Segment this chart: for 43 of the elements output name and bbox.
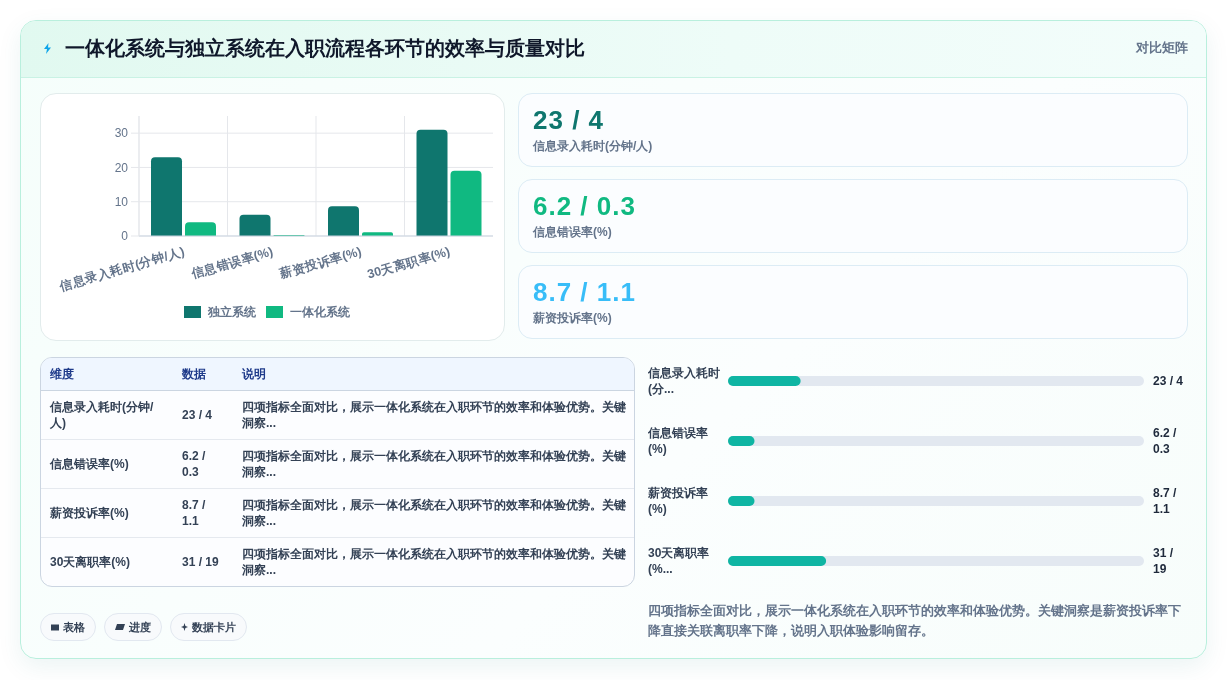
text: 四项指标全面对比，展示一体化系统在入职环节的效率和体验优势。关键洞察... — [242, 498, 626, 528]
text: 23 / 4 — [533, 105, 605, 135]
text: 四项指标全面对比，展示一体化系统在入职环节的效率和体验优势。关键洞察... — [242, 449, 626, 479]
text: 四项指标全面对比，展示一体化系统在入职环节的效率和体验优势。关键洞察是薪资投诉率下降直接关联离职率下降，说明入职体验影响留存。 — [648, 603, 1181, 638]
category-label: 30天离职率(%) — [50, 555, 131, 569]
text: 8.7 / 1.1 — [182, 498, 206, 528]
text: 数据卡片 — [192, 619, 236, 635]
chart-title: 一体化系统与独立系统在入职流程各环节的效率与质量对比 — [65, 35, 585, 61]
legend-label: 独立系统 — [207, 303, 256, 321]
y-tick-label: 薪资投诉率(%) — [648, 485, 709, 517]
y-tick-label: 10 — [114, 194, 129, 209]
text: 四项指标全面对比，展示一体化系统在入职环节的效率和体验优势。关键洞察... — [242, 400, 626, 430]
text: 8.7 / 1.1 — [533, 277, 636, 307]
y2-tick-label: 8.7 / 1.1 — [1153, 485, 1178, 517]
y2-tick-label: 23 / 4 — [1153, 373, 1184, 389]
y-tick-label: 20 — [114, 160, 129, 175]
x-tick-label: 信息录入耗时(分钟/人) — [57, 243, 187, 294]
y-tick-label: 信息错误率(%) — [648, 425, 709, 457]
text: 23 / 4 — [182, 408, 213, 422]
y2-tick-label: 6.2 / 0.3 — [1153, 425, 1178, 457]
text: 对比矩阵 — [1136, 39, 1188, 57]
legend-label: 一体化系统 — [289, 303, 350, 321]
text: 四项指标全面对比，展示一体化系统在入职环节的效率和体验优势。关键洞察... — [242, 547, 626, 577]
text: 维度 — [50, 367, 74, 381]
y-tick-label: 30天离职率(%... — [648, 545, 711, 577]
y-tick-label: 信息录入耗时(分... — [648, 365, 721, 397]
category-label: 说明 — [242, 367, 266, 381]
x-tick-label: 薪资投诉率(%) — [276, 243, 364, 282]
text: 6.2 / 0.3 — [533, 191, 636, 221]
text: 31 / 19 — [182, 555, 219, 569]
x-tick-label: 30天离职率(%) — [365, 243, 452, 282]
y2-tick-label: 31 / 19 — [1153, 545, 1174, 577]
text: 表格 — [63, 619, 85, 635]
category-label: 信息录入耗时(分钟/人) — [533, 139, 653, 153]
y-tick-label: 30 — [114, 126, 129, 141]
category-label: 信息录入耗时(分钟/人) — [50, 400, 154, 430]
category-label: 薪资投诉率(%) — [533, 311, 612, 325]
category-label: 数据 — [182, 367, 206, 381]
category-label: 信息错误率(%) — [533, 225, 612, 239]
text: 6.2 / 0.3 — [182, 449, 206, 479]
y-tick-label: 0 — [121, 229, 129, 244]
text: 进度 — [129, 619, 151, 635]
x-tick-label: 信息错误率(%) — [188, 243, 275, 282]
